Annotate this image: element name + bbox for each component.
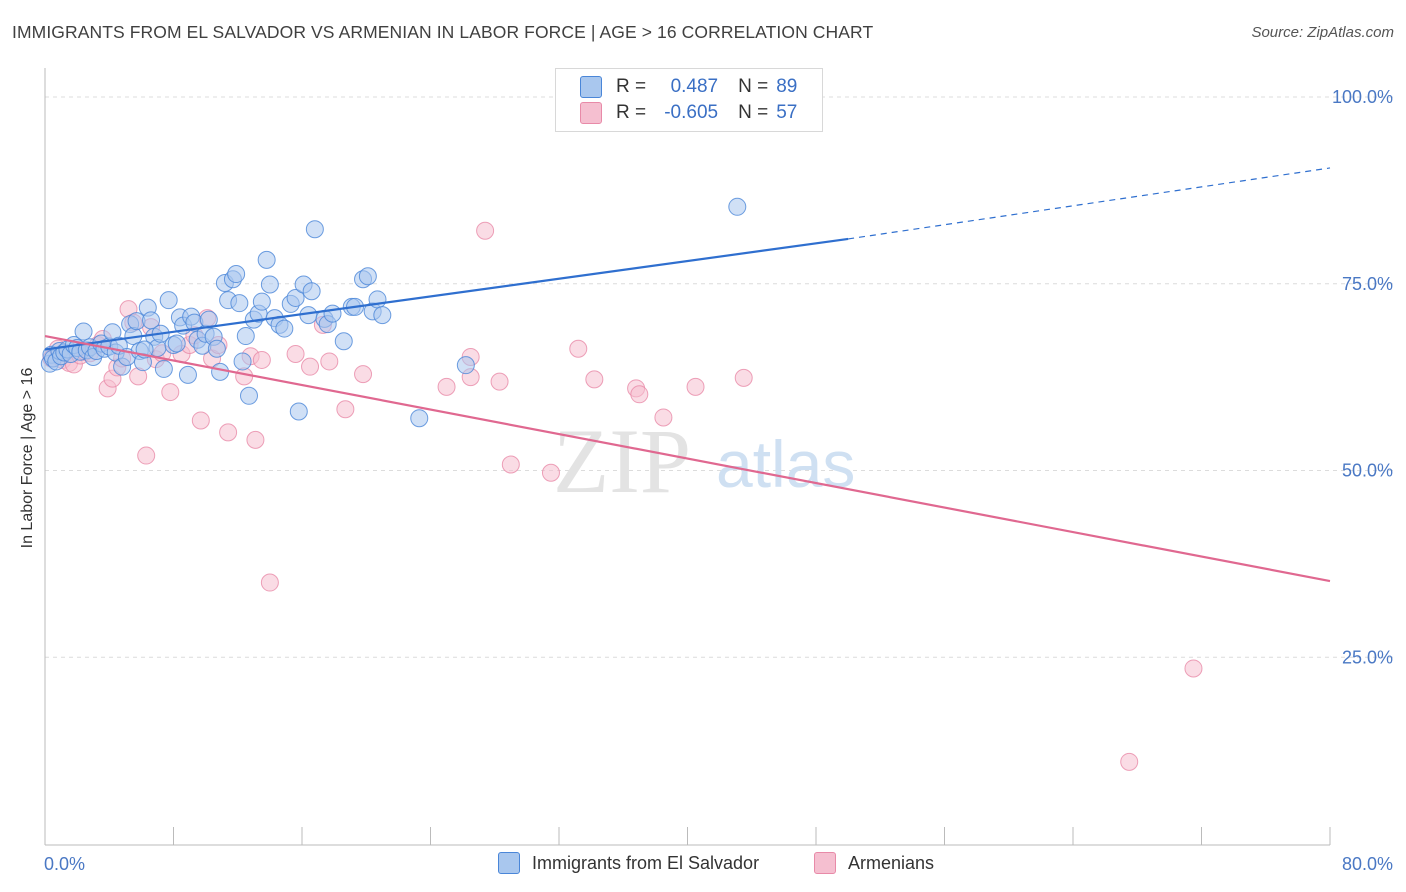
legend-label: Immigrants from El Salvador: [532, 852, 760, 873]
el-salvador-point: [305, 220, 324, 239]
el-salvador-point: [728, 197, 747, 216]
el-salvador-point: [252, 292, 271, 311]
el-salvador-point: [358, 267, 377, 286]
armenians-point: [235, 367, 254, 386]
el-salvador-point: [373, 306, 392, 325]
r-label: R =: [616, 102, 647, 123]
el-salvador-point: [302, 282, 321, 301]
tick-labels: 25.0% 50.0% 75.0% 100.0% 0.0% 80.0%: [44, 87, 1393, 874]
n-label: N =: [738, 102, 769, 123]
el-salvador-point: [260, 275, 279, 294]
legend-item-armenians[interactable]: Armenians: [814, 852, 934, 874]
watermark-zip: ZIP: [553, 410, 691, 512]
r-value: 0.487: [670, 76, 719, 97]
armenians-point: [301, 357, 320, 376]
armenians-point: [320, 352, 339, 371]
y-tick-label: 100.0%: [1332, 87, 1393, 107]
stats-row-armenians: R = -0.605 N = 57: [580, 100, 797, 126]
el-salvador-trend-line: [44, 237, 849, 351]
el-salvador-point: [233, 352, 252, 371]
armenians-point: [1120, 752, 1139, 771]
r-value: -0.605: [664, 102, 719, 123]
legend-label: Armenians: [848, 852, 935, 873]
el-salvador-point: [334, 332, 353, 351]
el-salvador-point: [275, 319, 294, 338]
armenians-point: [686, 377, 705, 396]
legend-swatch-blue: [498, 852, 520, 874]
el-salvador-point: [286, 288, 305, 307]
armenians-point: [585, 370, 604, 389]
r-label: R =: [616, 76, 647, 97]
el-salvador-point: [236, 327, 255, 346]
el-salvador-point: [323, 304, 342, 323]
armenians-point: [286, 344, 305, 363]
armenians-point: [654, 408, 673, 427]
watermark-atlas: atlas: [716, 427, 855, 501]
x-tick-label: 0.0%: [44, 854, 85, 874]
armenians-point: [476, 221, 495, 240]
armenians-point: [541, 463, 560, 482]
el-salvador-point: [289, 402, 308, 421]
armenians-point: [246, 430, 265, 449]
trend-lines: [44, 167, 1331, 583]
armenians-point: [137, 446, 156, 465]
armenians-point: [161, 383, 180, 402]
armenians-point: [354, 365, 373, 384]
el-salvador-point: [257, 250, 276, 269]
bottom-legend: Immigrants from El Salvador Armenians: [0, 852, 1406, 878]
legend-swatch-pink: [814, 852, 836, 874]
armenians-point: [501, 455, 520, 474]
y-tick-label: 75.0%: [1342, 274, 1393, 294]
el-salvador-point: [227, 265, 246, 284]
armenians-point: [490, 372, 509, 391]
x-tick-label: 80.0%: [1342, 854, 1393, 874]
armenians-point: [336, 400, 355, 419]
pink-swatch: [580, 102, 602, 124]
source-label: Source: ZipAtlas.com: [1251, 24, 1394, 41]
armenians-trend-line: [44, 334, 1331, 583]
armenians-point: [734, 368, 753, 387]
n-value: 57: [776, 102, 798, 123]
el-salvador-point: [199, 310, 218, 329]
armenians-point: [1184, 659, 1203, 678]
armenians-point: [437, 377, 456, 396]
el-salvador-point: [239, 386, 258, 405]
el-salvador-point: [211, 362, 230, 381]
n-value: 89: [776, 76, 798, 97]
el-salvador-point: [74, 322, 93, 341]
el-salvador-point: [230, 294, 249, 313]
el-salvador-point: [410, 409, 429, 428]
el-salvador-point: [456, 356, 475, 375]
stats-legend: R = 0.487 N = 89 R = -0.605 N = 57: [555, 68, 823, 132]
el-salvador-point: [167, 334, 186, 353]
armenians-point: [630, 385, 649, 404]
el-salvador-point: [178, 365, 197, 384]
legend-item-el-salvador[interactable]: Immigrants from El Salvador: [498, 852, 759, 874]
armenians-point: [219, 423, 238, 442]
armenians-point: [252, 350, 271, 369]
el-salvador-point: [154, 359, 173, 378]
stats-row-el-salvador: R = 0.487 N = 89: [580, 74, 797, 100]
axes: [44, 68, 1331, 846]
armenians-point: [191, 411, 210, 430]
n-label: N =: [738, 76, 769, 97]
el-salvador-point: [159, 291, 178, 310]
chart-title: IMMIGRANTS FROM EL SALVADOR VS ARMENIAN …: [12, 22, 874, 42]
el-salvador-trend-extension: [848, 167, 1331, 240]
watermark: ZIP atlas: [553, 410, 855, 512]
el-salvador-point: [207, 339, 226, 358]
y-tick-label: 25.0%: [1342, 647, 1393, 667]
armenians-point: [569, 339, 588, 358]
y-tick-label: 50.0%: [1342, 461, 1393, 481]
armenians-point: [260, 573, 279, 592]
blue-swatch: [580, 76, 602, 98]
